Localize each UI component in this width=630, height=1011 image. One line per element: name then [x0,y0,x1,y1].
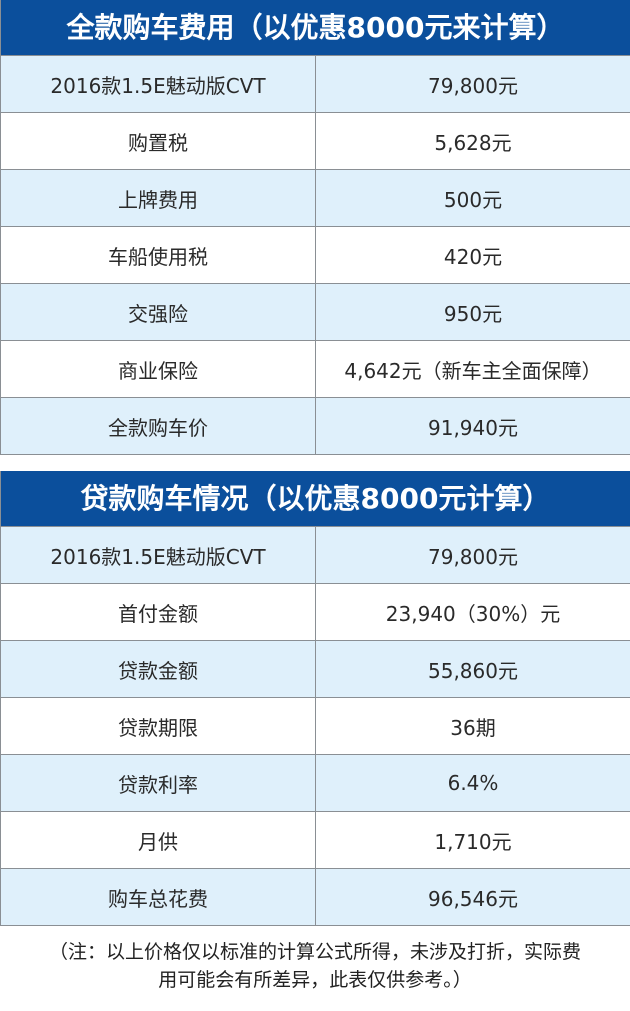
row-label: 贷款期限 [1,698,316,754]
table-row: 贷款金额 55,860元 [1,640,630,697]
row-value: 79,800元 [428,73,518,98]
row-label: 贷款利率 [1,755,316,811]
footnote: （注：以上价格仅以标准的计算公式所得，未涉及打折，实际费 用可能会有所差异，此表… [20,938,610,994]
full-payment-table: 全款购车费用（以优惠8000元来计算） 2016款1.5E魅动版CVT 79,80… [0,0,630,455]
table-row: 车船使用税 420元 [1,226,630,283]
row-label: 上牌费用 [1,170,316,226]
row-label: 2016款1.5E魅动版CVT [1,527,316,583]
row-value: 79,800元 [428,544,518,569]
table-row: 购置税 5,628元 [1,112,630,169]
full-payment-title: 全款购车费用（以优惠8000元来计算） [1,0,630,55]
table-row: 上牌费用 500元 [1,169,630,226]
table-row: 2016款1.5E魅动版CVT 79,800元 [1,526,630,583]
table-row: 月供 1,710元 [1,811,630,868]
table-row: 2016款1.5E魅动版CVT 79,800元 [1,55,630,112]
row-label: 2016款1.5E魅动版CVT [1,56,316,112]
footnote-line-1: （注：以上价格仅以标准的计算公式所得，未涉及打折，实际费 [48,941,581,963]
row-value: 96,546元 [428,886,518,911]
row-value: 420元 [443,244,503,269]
row-value: 5,628元 [434,130,512,155]
table-row: 贷款利率 6.4% [1,754,630,811]
row-label: 商业保险 [1,341,316,397]
row-value: 91,940元 [428,415,518,440]
table-row: 贷款期限 36期 [1,697,630,754]
loan-payment-table: 贷款购车情况（以优惠8000元计算） 2016款1.5E魅动版CVT 79,800… [0,471,630,926]
row-label: 交强险 [1,284,316,340]
row-label: 全款购车价 [1,398,316,454]
row-label: 购车总花费 [1,869,316,925]
row-value: 4,642元（新车主全面保障） [344,358,602,383]
row-label: 贷款金额 [1,641,316,697]
table-row: 商业保险 4,642元（新车主全面保障） [1,340,630,397]
row-value: 36期 [450,715,496,740]
table-row: 交强险 950元 [1,283,630,340]
footnote-line-2: 用可能会有所差异，此表仅供参考。） [158,969,472,991]
row-value: 500元 [443,187,503,212]
row-label: 车船使用税 [1,227,316,283]
loan-payment-title: 贷款购车情况（以优惠8000元计算） [1,471,630,526]
row-value: 23,940（30%）元 [385,601,561,626]
table-row: 全款购车价 91,940元 [1,397,630,455]
table-row: 购车总花费 96,546元 [1,868,630,926]
row-value: 6.4% [447,771,499,795]
row-value: 1,710元 [434,829,512,854]
row-value: 55,860元 [428,658,518,683]
table-row: 首付金额 23,940（30%）元 [1,583,630,640]
row-label: 首付金额 [1,584,316,640]
row-label: 购置税 [1,113,316,169]
row-value: 950元 [443,301,503,326]
row-label: 月供 [1,812,316,868]
